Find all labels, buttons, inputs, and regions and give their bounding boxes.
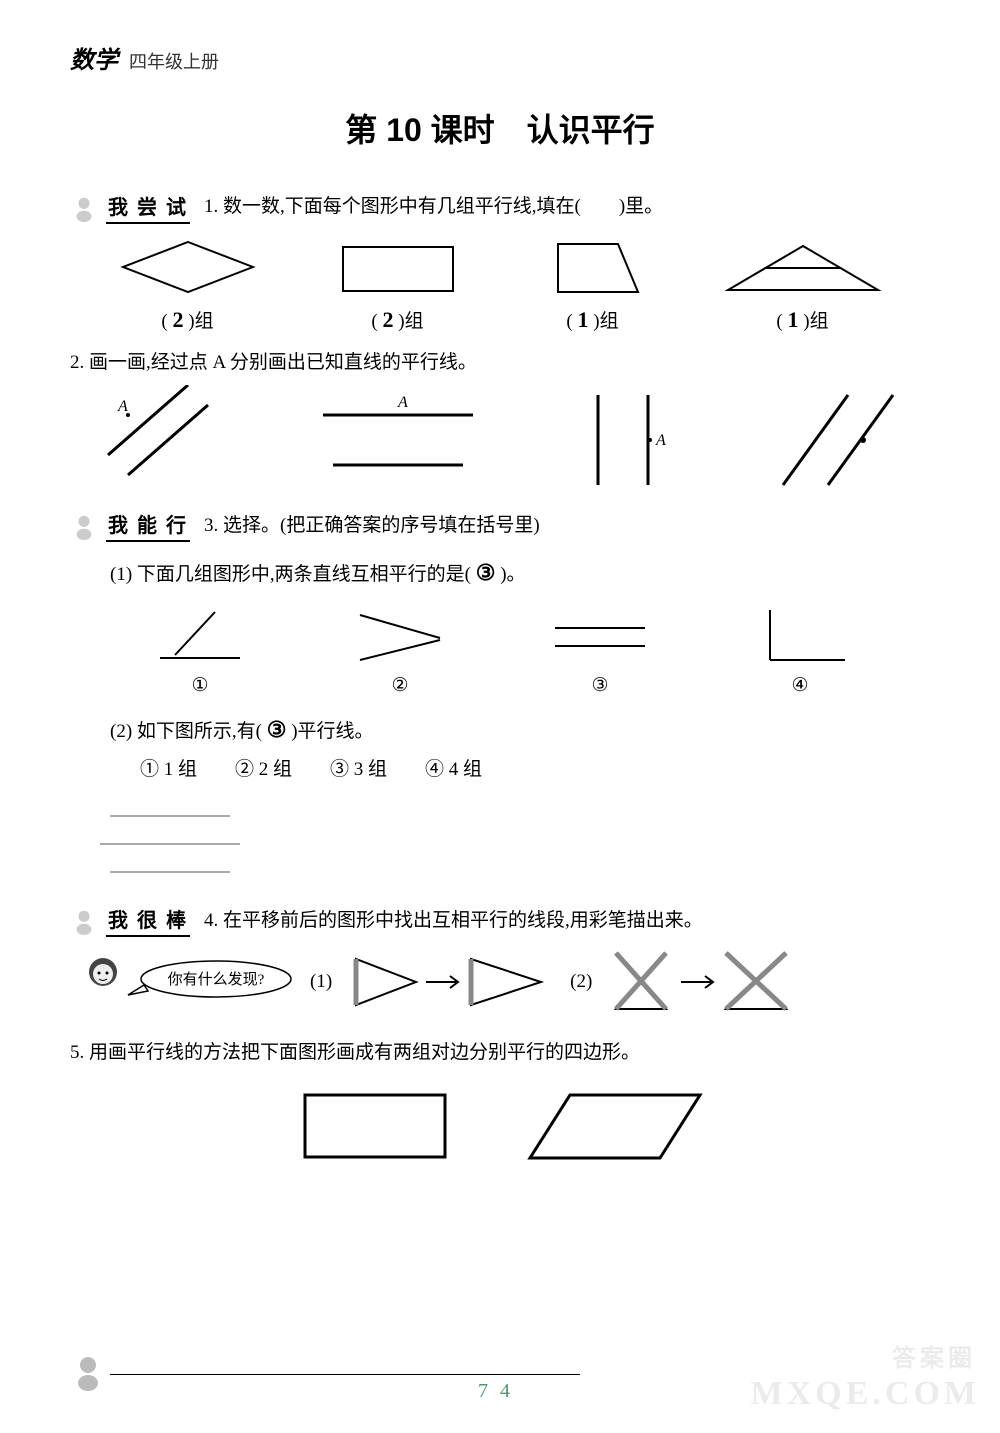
q4-prompt: 4. 在平移前后的图形中找出互相平行的线段,用彩笔描出来。 (204, 905, 703, 937)
q3-opt-4: ④ (740, 600, 860, 697)
shape-triangle-midline: ( 1 )组 (718, 232, 888, 333)
q2-prompt: 2. 画一画,经过点 A 分别画出已知直线的平行线。 (70, 347, 930, 379)
svg-text:A: A (397, 394, 408, 411)
q2-fig-2: A (303, 385, 493, 495)
section-try: 我 尝 试 1. 数一数,下面每个图形中有几组平行线,填在( )里。 (70, 191, 930, 224)
mascot-icon (70, 194, 98, 222)
section-great: 我 很 棒 4. 在平移前后的图形中找出互相平行的线段,用彩笔描出来。 (70, 904, 930, 937)
q1-cap-1: ( 2 )组 (113, 306, 263, 333)
q3-sub2-figure (70, 796, 930, 886)
shape-rectangle: ( 2 )组 (328, 232, 468, 333)
grade: 四年级上册 (129, 52, 219, 72)
q3-sub2: (2) 如下图所示,有( ③ )平行线。 (110, 711, 930, 748)
mascot-icon (70, 512, 98, 540)
q2-fig-1: A (98, 385, 248, 495)
child-icon (80, 954, 126, 1010)
q3-sub1: (1) 下面几组图形中,两条直线互相平行的是( ③ )。 (110, 554, 930, 591)
shape-trapezoid: ( 1 )组 (533, 232, 653, 333)
q3-opt-3: ③ (540, 600, 660, 697)
subject: 数学 (70, 48, 118, 74)
q3-options-row: ① ② ③ ④ (70, 600, 930, 697)
section-great-label: 我 很 棒 (106, 904, 190, 937)
q4-p2: (2) (570, 966, 592, 998)
section-can: 我 能 行 3. 选择。(把正确答案的序号填在括号里) (70, 509, 930, 542)
q4-row: 你有什么发现? (1) (2) (70, 945, 930, 1019)
q4-fig-1 (346, 947, 556, 1017)
q3-opt-2: ② (340, 600, 460, 697)
watermark-text-1: 答案圈 (892, 1338, 976, 1373)
q2-figures-row: A A A (70, 385, 930, 495)
svg-text:A: A (117, 398, 128, 415)
shape-rhombus: ( 2 )组 (113, 232, 263, 333)
q5-rect (290, 1080, 460, 1170)
speech-bubble-group: 你有什么发现? (80, 954, 296, 1010)
svg-text:你有什么发现?: 你有什么发现? (168, 971, 265, 988)
q1-prompt: 1. 数一数,下面每个图形中有几组平行线,填在( )里。 (204, 191, 663, 223)
q5-parallelogram (520, 1080, 710, 1170)
mascot-icon (70, 907, 98, 935)
q1-shapes-row: ( 2 )组 ( 2 )组 ( 1 )组 ( 1 )组 (70, 232, 930, 333)
q1-cap-2: ( 2 )组 (328, 306, 468, 333)
page-header: 数学 四年级上册 (70, 40, 930, 75)
q4-fig-2 (606, 945, 806, 1019)
svg-text:A: A (655, 432, 666, 449)
q2-fig-4 (753, 385, 903, 495)
q3-options: ① 1 组 ② 2 组 ③ 3 组 ④ 4 组 (140, 754, 930, 786)
lesson-title: 第 10 课时 认识平行 (70, 105, 930, 151)
section-try-label: 我 尝 试 (106, 191, 190, 224)
speech-bubble: 你有什么发现? (126, 957, 296, 1007)
q4-p1: (1) (310, 966, 332, 998)
page-number: 74 (0, 1380, 1000, 1403)
footer-rule (110, 1374, 580, 1375)
q5-prompt: 5. 用画平行线的方法把下面图形画成有两组对边分别平行的四边形。 (70, 1037, 930, 1069)
q5-row (70, 1080, 930, 1170)
section-can-label: 我 能 行 (106, 509, 190, 542)
q2-fig-3: A (548, 385, 698, 495)
q1-cap-3: ( 1 )组 (533, 306, 653, 333)
q1-cap-4: ( 1 )组 (718, 306, 888, 333)
q3-prompt: 3. 选择。(把正确答案的序号填在括号里) (204, 510, 540, 542)
q3-opt-1: ① (140, 600, 260, 697)
